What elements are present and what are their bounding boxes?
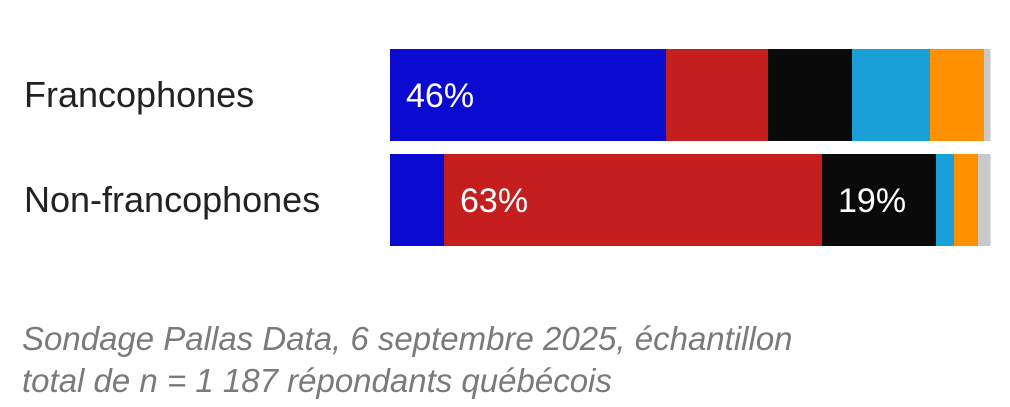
category-labels: Francophones Non-francophones <box>24 74 320 220</box>
data-label-1-2: 19% <box>838 182 906 220</box>
bar-segment-1-4 <box>954 154 979 246</box>
category-label-non-francophones: Non-francophones <box>24 179 320 220</box>
bar-segment-1-1 <box>444 154 823 246</box>
category-label-francophones: Francophones <box>24 74 254 115</box>
bars <box>390 49 991 246</box>
bar-segment-1-0 <box>390 154 445 246</box>
stacked-bar-chart: Francophones Non-francophones 46% 63% 19% <box>24 49 991 246</box>
bar-segment-0-3 <box>852 49 931 141</box>
bar-segment-0-4 <box>930 49 985 141</box>
bar-segment-0-5 <box>984 49 991 141</box>
bar-segment-0-2 <box>768 49 853 141</box>
data-label-0-0: 46% <box>406 77 474 115</box>
data-label-1-1: 63% <box>460 182 528 220</box>
source-caption: Sondage Pallas Data, 6 septembre 2025, é… <box>22 318 982 402</box>
caption-line-1: Sondage Pallas Data, 6 septembre 2025, é… <box>22 320 793 357</box>
caption-line-2: total de n = 1 187 répondants québécois <box>22 362 612 399</box>
bar-segment-1-2 <box>822 154 937 246</box>
bar-segment-1-5 <box>978 154 991 246</box>
data-labels: 46% 63% 19% <box>406 77 906 220</box>
bar-segment-0-0 <box>390 49 667 141</box>
bar-segment-1-3 <box>936 154 955 246</box>
bar-segment-0-1 <box>666 49 769 141</box>
